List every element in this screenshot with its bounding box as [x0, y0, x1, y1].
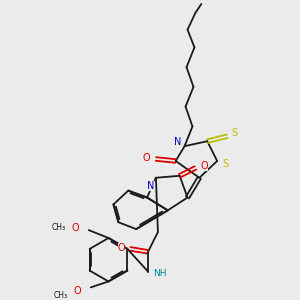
Text: N: N — [147, 181, 155, 191]
Text: O: O — [200, 161, 208, 171]
Text: NH: NH — [153, 269, 166, 278]
Text: O: O — [142, 153, 150, 163]
Text: O: O — [73, 286, 81, 296]
Text: O: O — [118, 243, 125, 253]
Text: O: O — [71, 223, 79, 233]
Text: N: N — [174, 137, 181, 147]
Text: CH₃: CH₃ — [54, 291, 68, 300]
Text: CH₃: CH₃ — [52, 223, 66, 232]
Text: S: S — [232, 128, 238, 138]
Text: S: S — [222, 159, 228, 169]
